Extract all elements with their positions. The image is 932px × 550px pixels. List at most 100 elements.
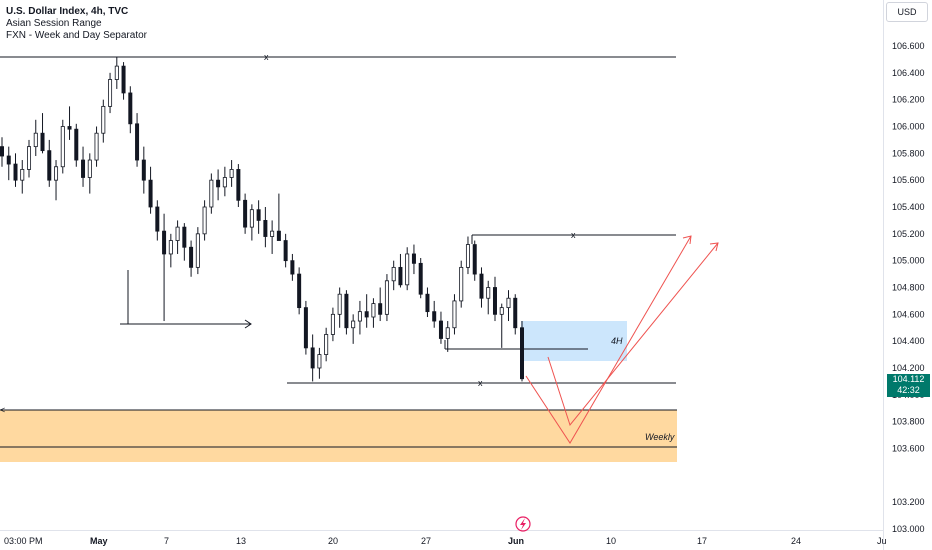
time-tick-label: 20 [328, 536, 338, 546]
candle[interactable] [506, 290, 511, 322]
candle-body [87, 159, 92, 178]
chart-legend[interactable]: U.S. Dollar Index, 4h, TVC Asian Session… [6, 6, 147, 42]
projection-path-1[interactable] [525, 235, 692, 444]
candle[interactable] [290, 253, 295, 281]
candle[interactable] [135, 113, 140, 167]
candle[interactable] [492, 276, 497, 322]
candle[interactable] [330, 307, 335, 342]
candle[interactable] [479, 267, 484, 308]
time-tick-label: 7 [164, 536, 169, 546]
candle[interactable] [87, 153, 92, 194]
candle[interactable] [155, 200, 160, 241]
candle[interactable] [162, 213, 167, 322]
currency-button[interactable]: USD [886, 2, 928, 22]
candle[interactable] [114, 56, 119, 89]
candle[interactable] [222, 166, 227, 197]
candle[interactable] [0, 137, 4, 167]
candle[interactable] [94, 126, 99, 167]
candle-body [357, 311, 362, 322]
candle[interactable] [378, 287, 383, 322]
candle[interactable] [513, 294, 518, 335]
legend-indicator-week-day-separator[interactable]: FXN - Week and Day Separator [6, 30, 147, 41]
candle[interactable] [60, 119, 65, 174]
candle[interactable] [27, 139, 32, 178]
projection-path-2[interactable] [547, 242, 719, 427]
candle[interactable] [499, 303, 504, 348]
candle[interactable] [33, 119, 38, 157]
lightning-icon[interactable] [515, 516, 531, 532]
candle[interactable] [297, 267, 302, 315]
candle[interactable] [168, 233, 173, 268]
candle[interactable] [263, 207, 268, 248]
candle-body [330, 313, 335, 335]
candle[interactable] [243, 193, 248, 234]
candle[interactable] [256, 200, 261, 234]
candle[interactable] [101, 99, 106, 143]
candle[interactable] [310, 334, 315, 382]
candle[interactable] [47, 139, 52, 187]
candle-body [452, 300, 457, 329]
candle[interactable] [67, 106, 72, 140]
candle[interactable] [472, 240, 477, 281]
candle[interactable] [357, 300, 362, 335]
candle[interactable] [189, 240, 194, 277]
candle[interactable] [452, 294, 457, 335]
candle[interactable] [384, 274, 389, 322]
candle[interactable] [229, 160, 234, 187]
candle-body [108, 79, 113, 107]
weekly-zone[interactable] [0, 410, 677, 462]
candle[interactable] [520, 321, 525, 382]
candle-body [263, 220, 268, 237]
candle[interactable] [209, 173, 214, 214]
candle[interactable] [337, 287, 342, 328]
candle[interactable] [276, 193, 281, 241]
candle[interactable] [148, 166, 153, 214]
candle[interactable] [74, 123, 79, 167]
candle[interactable] [283, 233, 288, 268]
candle[interactable] [202, 200, 207, 241]
candle[interactable] [445, 321, 450, 352]
candle[interactable] [324, 327, 329, 362]
candle[interactable] [6, 146, 11, 181]
candle[interactable] [81, 146, 86, 187]
candle[interactable] [216, 169, 221, 201]
candle[interactable] [175, 220, 180, 254]
candle[interactable] [432, 300, 437, 328]
candle[interactable] [303, 300, 308, 355]
candle[interactable] [121, 62, 126, 100]
candle[interactable] [249, 204, 254, 241]
candle[interactable] [391, 260, 396, 291]
candle[interactable] [418, 257, 423, 299]
candle[interactable] [270, 220, 275, 254]
price-axis-panel[interactable] [884, 0, 932, 550]
legend-symbol[interactable]: U.S. Dollar Index, 4h, TVC [6, 6, 129, 17]
candle[interactable] [405, 247, 410, 291]
legend-indicator-asian-session[interactable]: Asian Session Range [6, 18, 102, 29]
fourh-zone[interactable] [521, 321, 627, 361]
candle[interactable] [13, 153, 18, 187]
candle[interactable] [182, 223, 187, 261]
candle[interactable] [411, 244, 416, 275]
candle[interactable] [425, 287, 430, 318]
candle[interactable] [141, 146, 146, 194]
candle[interactable] [438, 311, 443, 344]
candle[interactable] [486, 280, 491, 315]
candle[interactable] [465, 236, 470, 275]
candle[interactable] [398, 253, 403, 288]
candle[interactable] [195, 227, 200, 275]
candle[interactable] [236, 164, 241, 207]
candle[interactable] [40, 113, 45, 154]
candle[interactable] [459, 260, 464, 308]
candle[interactable] [351, 314, 356, 344]
candle[interactable] [344, 290, 349, 335]
candle[interactable] [108, 72, 113, 114]
candle[interactable] [364, 294, 369, 328]
candle-body [344, 293, 349, 329]
candle[interactable] [128, 86, 133, 134]
time-tick-label: May [90, 536, 108, 546]
candle[interactable] [371, 298, 376, 328]
candle[interactable] [317, 347, 322, 379]
candle[interactable] [54, 160, 59, 201]
candle[interactable] [20, 160, 25, 194]
